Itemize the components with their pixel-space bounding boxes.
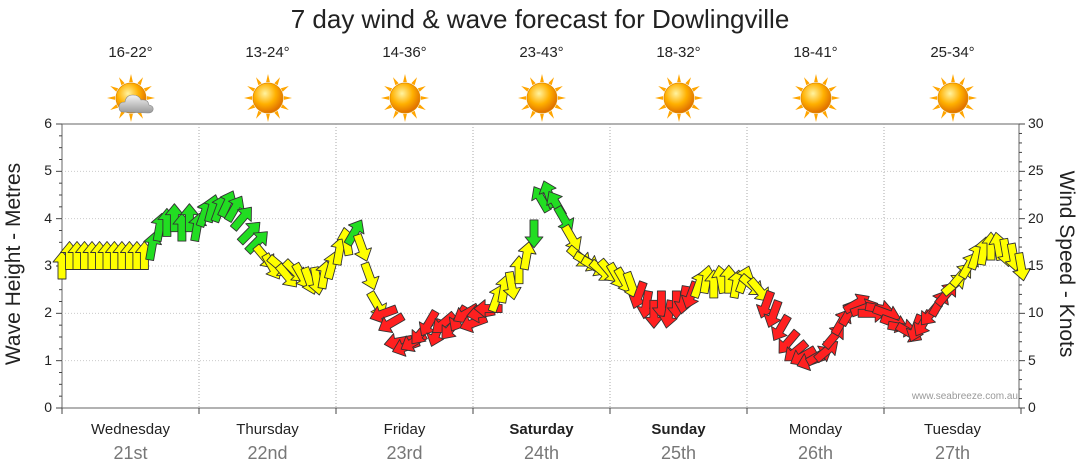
- wind-arrow: [502, 270, 522, 301]
- wind-arrow: [378, 312, 406, 334]
- wind-arrow: [517, 241, 537, 271]
- sun-cloud-icon: [106, 74, 155, 122]
- day-date: 24th: [523, 443, 560, 463]
- sun-icon: [654, 74, 703, 122]
- sun-icon: [791, 74, 840, 122]
- day-name: Sunday: [651, 421, 706, 438]
- day-date: 26th: [797, 443, 834, 463]
- y-left-tick-label: 6: [44, 115, 52, 131]
- sun-icon: [517, 74, 566, 122]
- day-date: 27th: [934, 443, 971, 463]
- day-temp: 13-24°: [245, 44, 290, 61]
- y-right-tick-label: 10: [1028, 304, 1044, 321]
- day-name: Saturday: [509, 421, 574, 438]
- day-date: 25th: [660, 443, 697, 463]
- wind-arrow: [1012, 252, 1032, 282]
- y-right-tick-label: 20: [1028, 209, 1044, 226]
- chart-grid: [61, 123, 1020, 409]
- wind-arrow: [360, 261, 380, 291]
- chart-title: 7 day wind & wave forecast for Dowlingvi…: [290, 4, 790, 34]
- day-temp: 25-34°: [930, 44, 975, 61]
- wind-arrow: [524, 219, 544, 249]
- day-temp: 23-43°: [519, 44, 564, 61]
- wind-arrow: [353, 233, 372, 262]
- day-name: Tuesday: [924, 421, 981, 438]
- wind-arrow: [771, 313, 792, 341]
- y-left-tick-label: 5: [44, 162, 52, 179]
- wind-arrows: [52, 180, 1032, 371]
- sun-icon: [380, 74, 429, 122]
- day-date: 23rd: [386, 443, 423, 463]
- day-temp: 18-41°: [793, 44, 838, 61]
- day-name: Friday: [383, 421, 426, 438]
- y-left-tick-label: 2: [44, 304, 52, 321]
- y-left-tick-label: 0: [44, 399, 52, 415]
- day-date: 21st: [113, 443, 148, 463]
- y-right-tick-label: 30: [1028, 115, 1044, 131]
- day-temp: 16-22°: [108, 44, 153, 61]
- credit-text: www.seabreeze.com.au: [911, 391, 1018, 402]
- y-right-tick-label: 15: [1028, 257, 1044, 273]
- day-temp: 18-32°: [656, 44, 701, 61]
- day-name: Wednesday: [91, 421, 170, 438]
- day-name: Thursday: [236, 421, 299, 438]
- wind-arrow: [473, 299, 503, 319]
- y-right-tick-label: 25: [1028, 162, 1044, 179]
- day-name: Monday: [788, 421, 843, 438]
- sun-icon: [928, 74, 977, 122]
- wind-arrow: [746, 276, 769, 302]
- y-right-tick-label: 5: [1028, 351, 1036, 368]
- wind-arrow: [763, 299, 783, 328]
- wind-arrow: [244, 231, 268, 255]
- y-left-tick-label: 3: [44, 257, 52, 273]
- y-axis-left-label: Wave Height - Metres: [2, 162, 25, 366]
- y-left-tick-label: 4: [44, 209, 52, 226]
- wind-arrow: [229, 206, 252, 232]
- y-left-tick-label: 1: [44, 351, 52, 368]
- wind-arrow: [561, 223, 582, 252]
- day-temp: 14-36°: [382, 44, 427, 61]
- y-right-tick-label: 0: [1028, 399, 1036, 415]
- wind-arrow: [343, 219, 365, 247]
- sun-icon: [243, 74, 292, 122]
- day-date: 22nd: [247, 443, 288, 463]
